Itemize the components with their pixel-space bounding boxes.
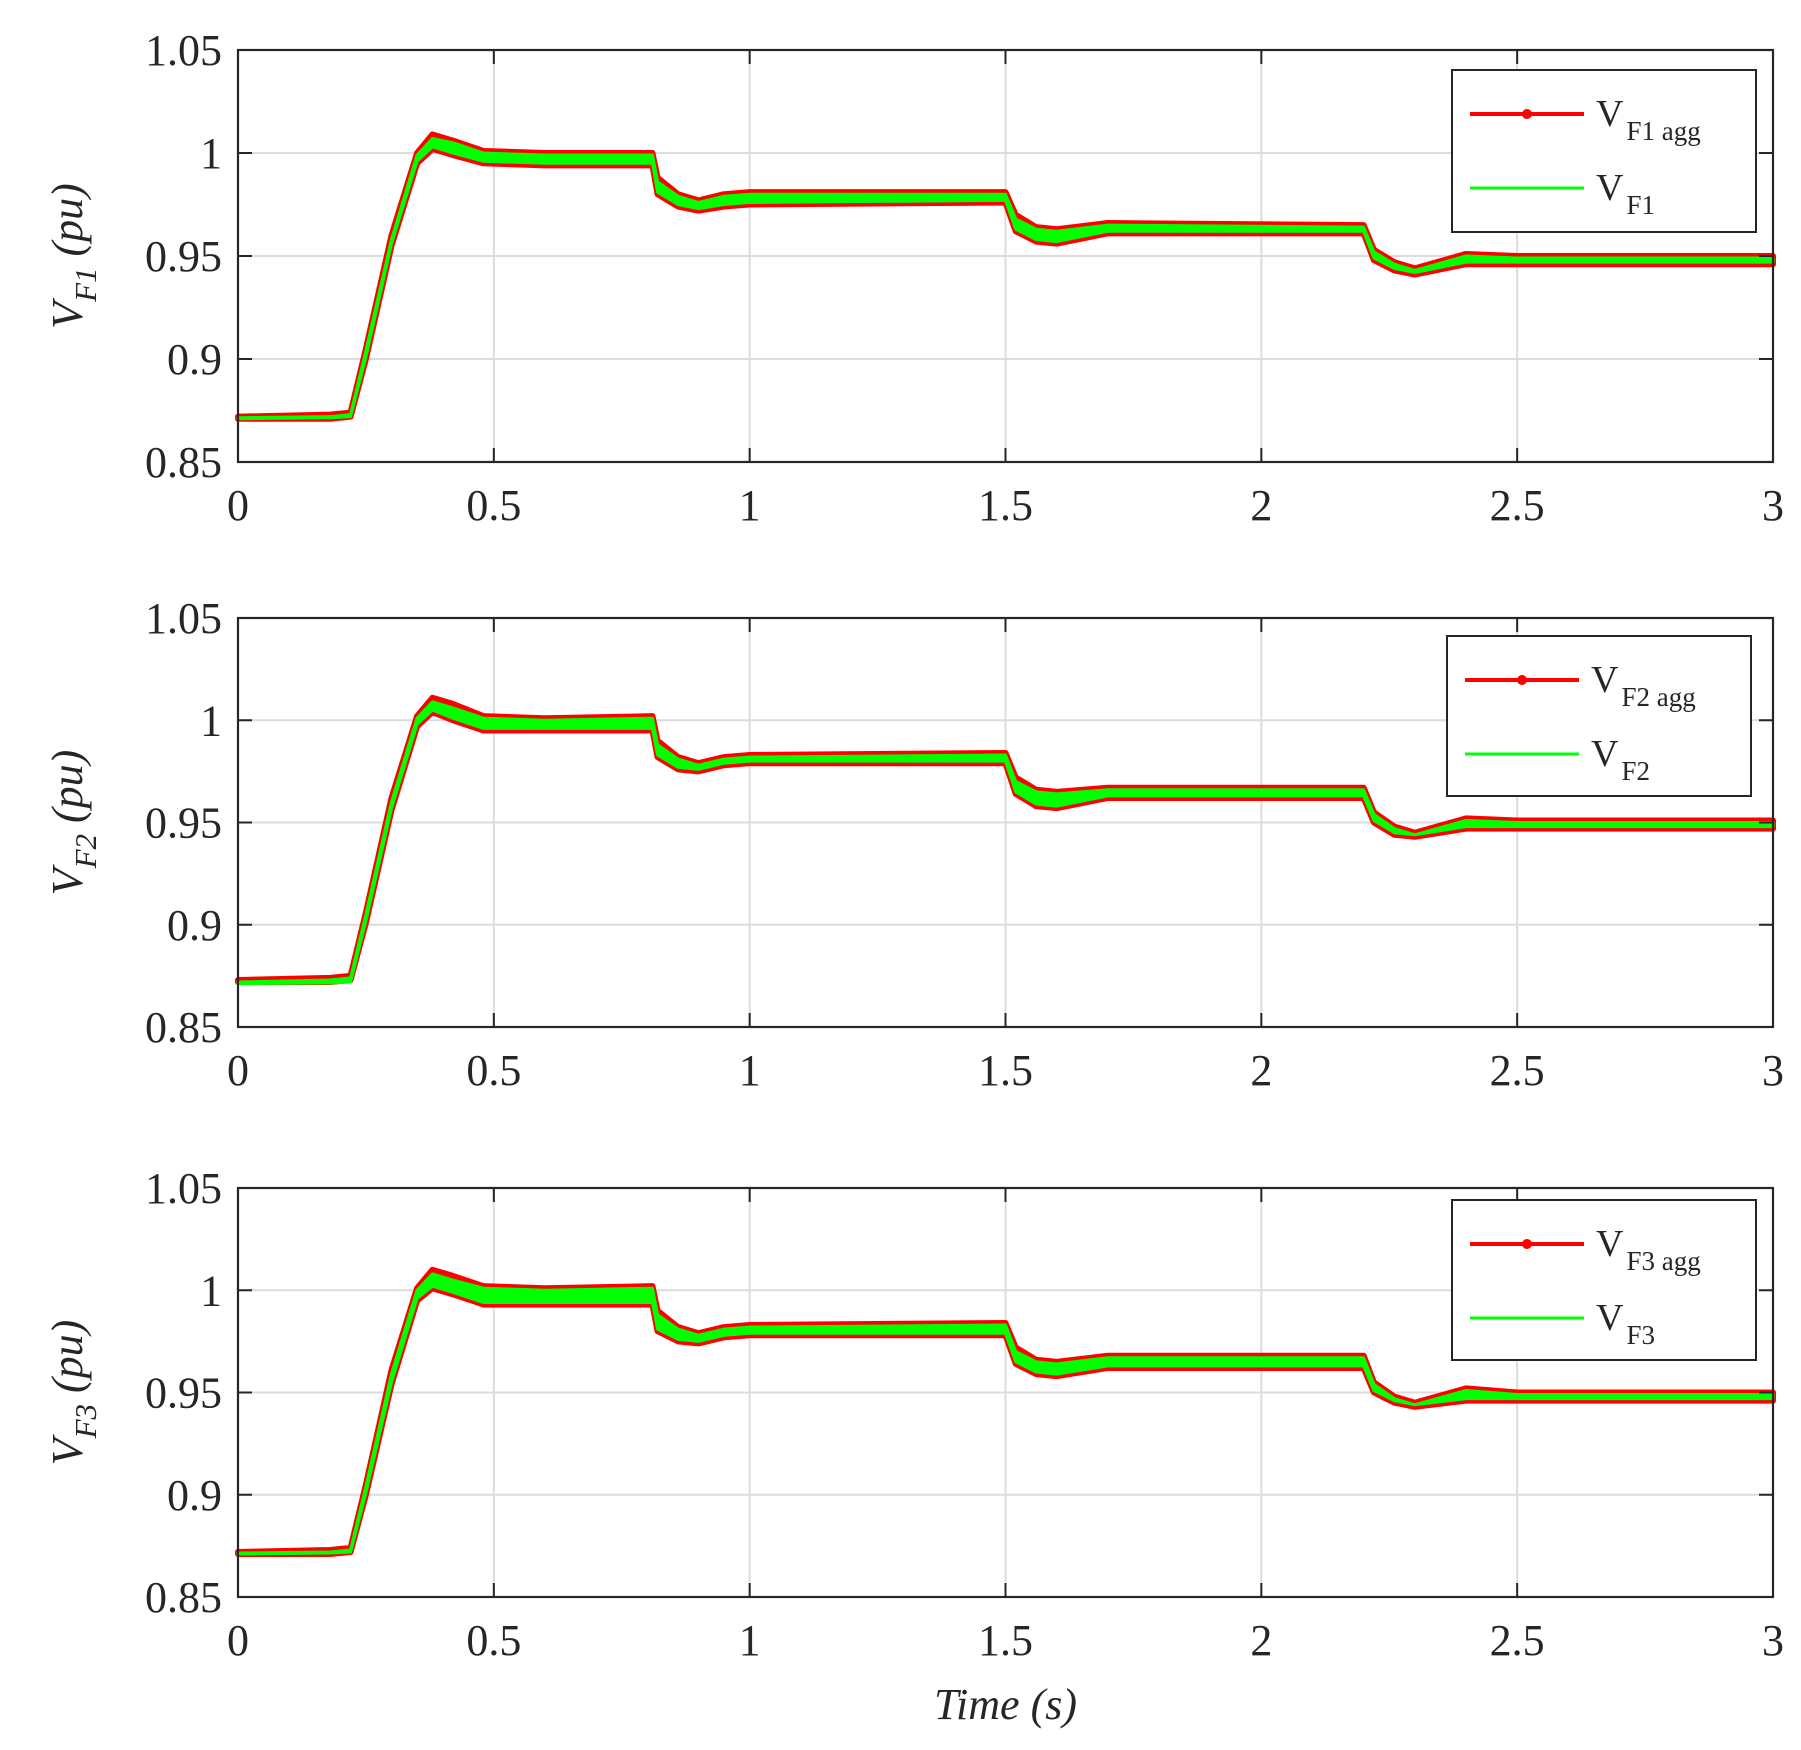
y-axis-label-main: V xyxy=(43,863,92,895)
y-tick-label: 1 xyxy=(200,1266,222,1315)
legend-label: V F3 agg xyxy=(1596,1223,1701,1276)
legend-label: V F3 xyxy=(1596,1297,1655,1350)
legend-label-sub: F3 agg xyxy=(1626,1246,1700,1276)
x-tick-label: 1 xyxy=(739,1046,761,1095)
y-tick-label: 1 xyxy=(200,696,222,745)
legend-label: V F2 agg xyxy=(1591,659,1696,712)
x-tick-label: 2.5 xyxy=(1490,481,1545,530)
y-axis-label-unit: (pu) xyxy=(43,750,92,834)
legend-label: V F1 xyxy=(1596,167,1655,220)
x-tick-label: 2 xyxy=(1250,481,1272,530)
legend-label-sub: F2 xyxy=(1621,756,1650,786)
x-tick-label: 1.5 xyxy=(978,1616,1033,1665)
x-tick-label: 2.5 xyxy=(1490,1046,1545,1095)
x-tick-label: 2 xyxy=(1250,1046,1272,1095)
y-axis-label-sub: F2 xyxy=(68,834,103,869)
y-tick-label: 0.9 xyxy=(167,335,222,384)
x-tick-label: 0.5 xyxy=(466,481,521,530)
legend-label-main: V xyxy=(1596,1297,1624,1339)
legend-label-main: V xyxy=(1596,1223,1624,1265)
x-tick-label: 0 xyxy=(227,1616,249,1665)
x-tick-label: 1 xyxy=(739,481,761,530)
x-tick-label: 1 xyxy=(739,1616,761,1665)
y-tick-label: 0.85 xyxy=(145,438,222,487)
y-tick-label: 0.85 xyxy=(145,1573,222,1622)
legend-marker xyxy=(1522,109,1532,119)
legend-box xyxy=(1451,69,1757,233)
legend-label: V F2 xyxy=(1591,733,1650,786)
legend-label-main: V xyxy=(1596,167,1624,209)
y-axis-label-unit: (pu) xyxy=(43,1320,92,1404)
y-tick-label: 0.9 xyxy=(167,1471,222,1520)
legend-label-main: V xyxy=(1591,733,1619,775)
y-axis-label-unit: (pu) xyxy=(43,183,92,267)
legend-box xyxy=(1451,1199,1757,1361)
legend-label: V F1 agg xyxy=(1596,93,1701,146)
y-tick-label: 1.05 xyxy=(145,1164,222,1213)
x-axis-label: Time (s) xyxy=(934,1680,1077,1729)
legend-label-sub: F1 agg xyxy=(1626,116,1700,146)
y-tick-label: 0.85 xyxy=(145,1003,222,1052)
x-tick-label: 3 xyxy=(1762,1046,1784,1095)
x-tick-label: 2 xyxy=(1250,1616,1272,1665)
legend-marker xyxy=(1522,1239,1532,1249)
x-tick-label: 2.5 xyxy=(1490,1616,1545,1665)
y-tick-label: 0.95 xyxy=(145,1369,222,1418)
x-tick-label: 0.5 xyxy=(466,1616,521,1665)
legend-label-main: V xyxy=(1591,659,1619,701)
legend-box xyxy=(1446,635,1752,797)
y-tick-label: 1.05 xyxy=(145,26,222,75)
y-tick-label: 0.9 xyxy=(167,901,222,950)
y-tick-label: 0.95 xyxy=(145,799,222,848)
legend-label-sub: F1 xyxy=(1626,190,1655,220)
legend-marker xyxy=(1517,675,1527,685)
y-axis-label: VF1 (pu) xyxy=(43,183,103,329)
y-axis-label-main: V xyxy=(43,1433,92,1465)
y-axis-label: VF3 (pu) xyxy=(43,1320,103,1466)
x-tick-label: 3 xyxy=(1762,481,1784,530)
y-axis-label-sub: F3 xyxy=(68,1404,103,1439)
y-axis-label: VF2 (pu) xyxy=(43,750,103,896)
x-tick-label: 3 xyxy=(1762,1616,1784,1665)
y-tick-label: 1.05 xyxy=(145,594,222,643)
y-tick-label: 0.95 xyxy=(145,232,222,281)
x-tick-label: 1.5 xyxy=(978,481,1033,530)
legend-label-sub: F2 agg xyxy=(1621,682,1695,712)
x-tick-label: 0 xyxy=(227,1046,249,1095)
x-tick-label: 0 xyxy=(227,481,249,530)
y-axis-label-sub: F1 xyxy=(68,267,103,302)
x-tick-label: 1.5 xyxy=(978,1046,1033,1095)
legend-label-main: V xyxy=(1596,93,1624,135)
y-tick-label: 1 xyxy=(200,129,222,178)
x-tick-label: 0.5 xyxy=(466,1046,521,1095)
y-axis-label-main: V xyxy=(43,297,92,329)
legend-label-sub: F3 xyxy=(1626,1320,1655,1350)
